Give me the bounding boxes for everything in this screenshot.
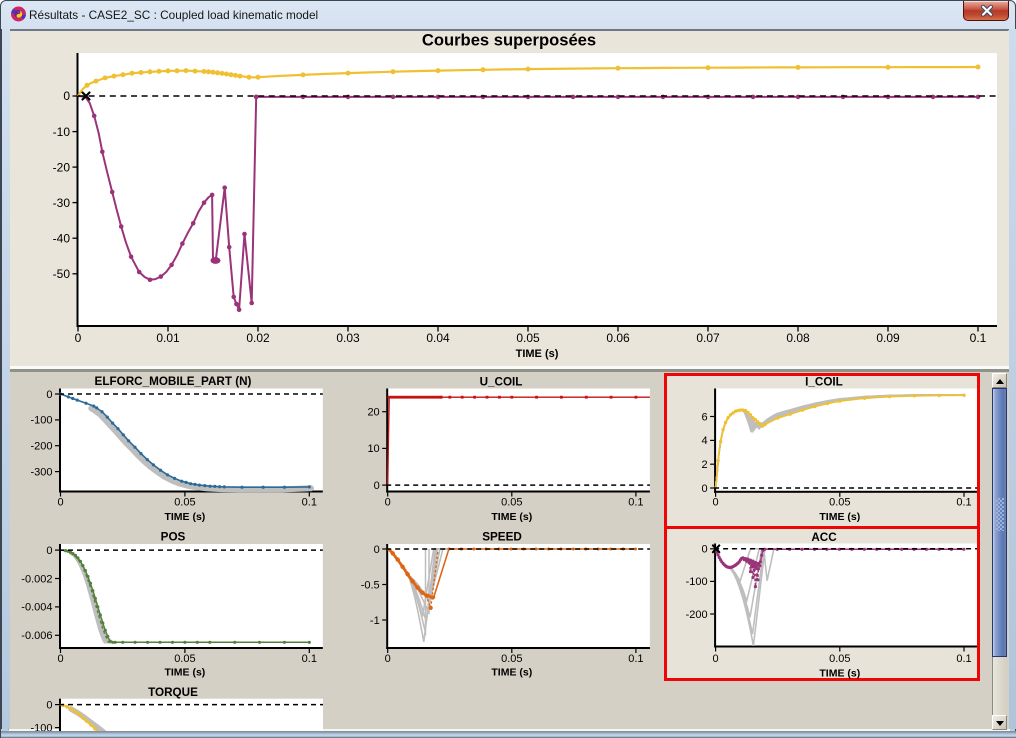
svg-text:0: 0 (57, 653, 63, 665)
svg-text:0.08: 0.08 (786, 331, 810, 345)
svg-text:-200: -200 (30, 441, 52, 453)
svg-text:-100: -100 (686, 576, 708, 588)
svg-text:-300: -300 (30, 466, 52, 478)
svg-text:0.1: 0.1 (628, 653, 643, 665)
svg-text:-20: -20 (53, 160, 71, 174)
svg-text:TIME (s): TIME (s) (516, 348, 559, 360)
svg-text:TIME (s): TIME (s) (819, 668, 860, 680)
svg-text:TIME (s): TIME (s) (819, 511, 860, 523)
svg-text:6: 6 (701, 411, 707, 423)
svg-text:U_COIL: U_COIL (480, 376, 523, 389)
svg-text:-200: -200 (686, 609, 708, 621)
svg-text:0.07: 0.07 (696, 331, 720, 345)
svg-text:0: 0 (374, 480, 380, 492)
svg-text:0.03: 0.03 (336, 331, 360, 345)
svg-text:0.1: 0.1 (956, 497, 971, 509)
svg-text:2: 2 (701, 459, 707, 471)
svg-text:0: 0 (713, 653, 719, 665)
svg-text:0: 0 (374, 544, 380, 556)
svg-text:0.05: 0.05 (174, 653, 195, 665)
svg-text:0.05: 0.05 (829, 497, 850, 509)
svg-text:0: 0 (46, 545, 52, 557)
svg-text:0: 0 (75, 331, 82, 345)
svg-text:0: 0 (46, 389, 52, 401)
svg-text:0.1: 0.1 (628, 497, 643, 509)
svg-text:TIME (s): TIME (s) (491, 511, 532, 523)
svg-text:4: 4 (701, 435, 707, 447)
svg-text:0: 0 (701, 483, 707, 495)
svg-text:TIME (s): TIME (s) (164, 511, 205, 523)
svg-text:-30: -30 (53, 196, 71, 210)
svg-text:0.04: 0.04 (426, 331, 450, 345)
svg-text:-0.5: -0.5 (361, 579, 380, 591)
svg-text:-40: -40 (53, 231, 71, 245)
svg-text:-0.004: -0.004 (21, 602, 52, 614)
svg-text:0.1: 0.1 (302, 653, 317, 665)
svg-text:0.05: 0.05 (174, 497, 195, 509)
svg-text:0.02: 0.02 (246, 331, 270, 345)
svg-text:0: 0 (713, 497, 719, 509)
svg-text:TORQUE: TORQUE (148, 686, 198, 699)
svg-text:0.09: 0.09 (876, 331, 900, 345)
svg-text:10: 10 (367, 443, 379, 455)
svg-text:-10: -10 (53, 125, 71, 139)
svg-text:0: 0 (63, 89, 70, 103)
svg-text:0.05: 0.05 (501, 497, 522, 509)
svg-text:0: 0 (46, 699, 52, 711)
svg-text:0.1: 0.1 (302, 497, 317, 509)
svg-text:0: 0 (701, 544, 707, 556)
svg-text:0.06: 0.06 (606, 331, 630, 345)
svg-text:-100: -100 (30, 415, 52, 427)
svg-text:TIME (s): TIME (s) (491, 667, 532, 679)
svg-text:0.1: 0.1 (956, 653, 971, 665)
svg-text:ELFORC_MOBILE_PART (N): ELFORC_MOBILE_PART (N) (95, 375, 252, 388)
svg-text:I_COIL: I_COIL (805, 376, 843, 389)
svg-text:20: 20 (367, 407, 379, 419)
svg-text:0.01: 0.01 (156, 331, 180, 345)
svg-text:0: 0 (57, 497, 63, 509)
svg-text:0.1: 0.1 (970, 331, 987, 345)
svg-text:Courbes superposées: Courbes superposées (422, 31, 596, 50)
svg-text:SPEED: SPEED (482, 531, 522, 544)
svg-text:0: 0 (385, 653, 391, 665)
svg-text:-0.002: -0.002 (21, 573, 52, 585)
svg-text:-0.006: -0.006 (21, 630, 52, 642)
svg-text:0.05: 0.05 (829, 653, 850, 665)
svg-text:TIME (s): TIME (s) (164, 667, 205, 679)
svg-text:-50: -50 (53, 267, 71, 281)
svg-text:0.05: 0.05 (501, 653, 522, 665)
svg-text:ACC: ACC (811, 531, 837, 544)
svg-text:POS: POS (161, 531, 186, 544)
svg-text:0.05: 0.05 (516, 331, 540, 345)
svg-text:0: 0 (385, 497, 391, 509)
svg-text:-1: -1 (370, 615, 380, 627)
